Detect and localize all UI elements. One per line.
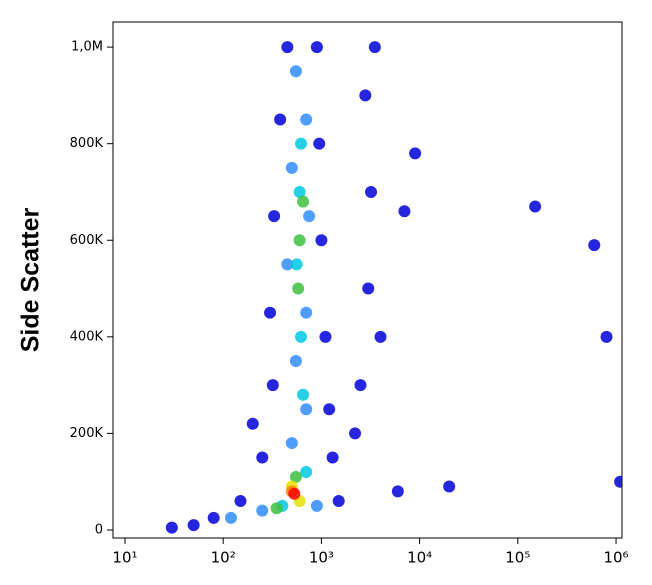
x-tick-label: 10⁶: [603, 549, 628, 567]
point: [289, 470, 302, 483]
point: [207, 511, 220, 524]
point: [313, 137, 326, 150]
point: [289, 354, 302, 367]
point: [310, 499, 323, 512]
point: [391, 485, 404, 498]
point: [349, 427, 362, 440]
point: [295, 137, 308, 150]
point: [398, 205, 411, 218]
point: [295, 330, 308, 343]
point: [274, 113, 287, 126]
point: [319, 330, 332, 343]
point: [297, 195, 310, 208]
point: [285, 161, 298, 174]
point: [315, 234, 328, 247]
point: [281, 41, 294, 54]
points: [165, 41, 622, 534]
point: [323, 403, 336, 416]
x-tick-label: 10²: [211, 549, 236, 567]
y-tick-label: 800K: [70, 136, 104, 151]
point: [354, 379, 367, 392]
point: [224, 511, 237, 524]
point: [289, 65, 302, 78]
point: [300, 403, 313, 416]
point: [300, 306, 313, 319]
point: [165, 521, 178, 534]
point: [359, 89, 372, 102]
point: [443, 480, 456, 493]
point: [290, 258, 303, 271]
x-tick-label: 10¹: [112, 549, 137, 567]
point: [362, 282, 375, 295]
y-axis-title: Side Scatter: [17, 207, 45, 352]
point: [365, 185, 378, 198]
point: [529, 200, 542, 213]
point: [374, 330, 387, 343]
y-tick-label: 1,0M: [71, 40, 103, 55]
point: [300, 113, 313, 126]
point: [285, 437, 298, 450]
point: [246, 417, 259, 430]
point: [600, 330, 613, 343]
point: [310, 41, 323, 54]
y-tick-label: 600K: [70, 233, 104, 248]
point: [293, 234, 306, 247]
point: [266, 379, 279, 392]
plot-frame: [112, 21, 623, 539]
point: [297, 388, 310, 401]
point: [268, 210, 281, 223]
y-tick-label: 0: [95, 522, 103, 537]
point: [368, 41, 381, 54]
point: [270, 502, 283, 515]
point: [326, 451, 339, 464]
point: [588, 239, 601, 252]
point: [234, 495, 247, 508]
point: [288, 487, 301, 500]
point: [409, 147, 422, 160]
y-tick-label: 400K: [70, 329, 104, 344]
x-tick-label: 10³: [309, 549, 334, 567]
x-tick-label: 10⁵: [505, 549, 530, 567]
x-tick-label: 10⁴: [407, 549, 432, 567]
point: [187, 519, 200, 532]
point: [264, 306, 277, 319]
point: [256, 451, 269, 464]
point: [292, 282, 305, 295]
point: [256, 504, 269, 517]
y-tick-label: 200K: [70, 426, 104, 441]
point: [281, 258, 294, 271]
point: [614, 475, 622, 488]
point: [293, 185, 306, 198]
point: [332, 495, 345, 508]
point: [300, 466, 313, 479]
point: [303, 210, 316, 223]
